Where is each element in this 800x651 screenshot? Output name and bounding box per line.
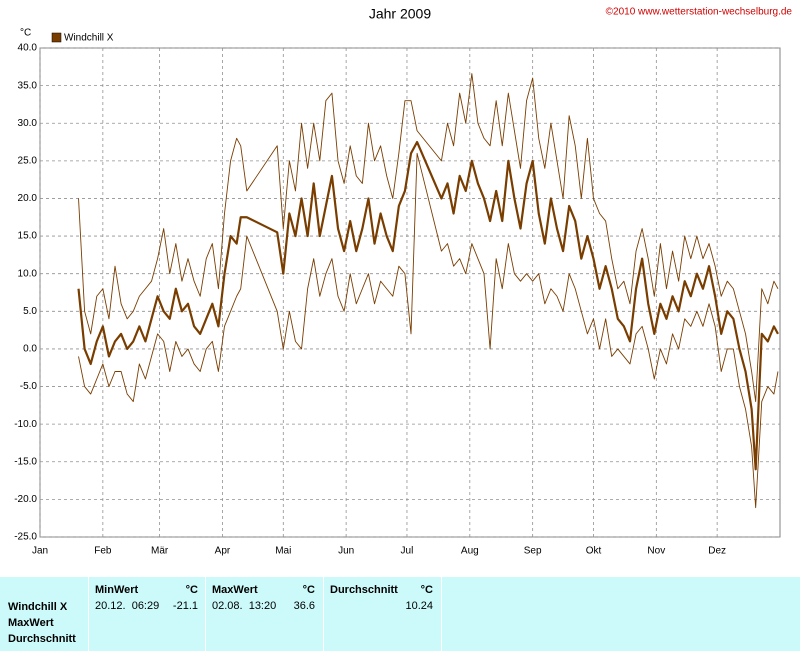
row-label: MaxWert [8, 617, 54, 629]
stat-date: 20.12. 06:29 [95, 600, 160, 612]
stat-unit: °C [420, 584, 433, 596]
y-tick-label: 15.0 [18, 231, 38, 242]
y-tick-label: 20.0 [18, 193, 38, 204]
stat-value: 10.24 [405, 600, 433, 612]
x-tick-label: Dez [708, 546, 726, 557]
y-tick-label: 30.0 [18, 118, 38, 129]
y-tick-label: -25.0 [14, 532, 37, 543]
x-tick-label: Feb [94, 546, 112, 557]
y-tick-label: 5.0 [23, 306, 37, 317]
plot-area [39, 47, 781, 538]
y-tick-label: 10.0 [18, 268, 38, 279]
x-tick-label: Sep [524, 546, 542, 557]
y-unit: °C [20, 28, 31, 39]
x-tick-label: Jul [401, 546, 414, 557]
x-tick-label: Okt [586, 546, 602, 557]
chart: Jahr 2009 ©2010 www.wetterstation-wechse… [14, 6, 793, 557]
row-label: Durchschnitt [8, 633, 76, 645]
x-tick-label: Aug [461, 546, 479, 557]
stat-header: Durchschnitt [330, 584, 398, 596]
stat-value: -21.1 [172, 600, 198, 612]
stats-panel: Windchill X MaxWert Durchschnitt MinWert… [0, 577, 800, 651]
copyright: ©2010 www.wetterstation-wechselburg.de [606, 7, 793, 18]
series-line [78, 73, 779, 403]
series-line [77, 140, 779, 471]
x-tick-label: Jun [338, 546, 354, 557]
series-line [78, 152, 779, 509]
x-tick-label: Apr [215, 546, 231, 557]
stat-header: MinWert [95, 584, 139, 596]
y-tick-label: 35.0 [18, 80, 38, 91]
y-tick-label: 40.0 [18, 43, 38, 54]
stat-unit: °C [302, 584, 315, 596]
y-tick-label: -10.0 [14, 419, 37, 430]
stat-unit: °C [185, 584, 198, 596]
legend-label: Windchill X [64, 33, 114, 44]
stat-col: MaxWert °C 02.08. 13:20 36.6 [205, 577, 323, 651]
x-tick-label: Nov [647, 546, 665, 557]
y-tick-label: 25.0 [18, 155, 38, 166]
stat-header: MaxWert [212, 584, 258, 596]
chart-title: Jahr 2009 [369, 6, 431, 22]
y-tick-label: -20.0 [14, 494, 37, 505]
stat-col: MinWert °C 20.12. 06:29 -21.1 [88, 577, 206, 651]
y-tick-label: -15.0 [14, 456, 37, 467]
stat-date: 02.08. 13:20 [212, 600, 277, 612]
x-tick-label: Jan [32, 546, 48, 557]
x-tick-label: Mai [275, 546, 291, 557]
y-tick-label: -5.0 [20, 381, 38, 392]
row-label: Windchill X [8, 601, 68, 613]
y-tick-label: 0.0 [23, 344, 37, 355]
x-tick-label: Mär [151, 546, 169, 557]
stat-col: Durchschnitt °C 10.24 [323, 577, 442, 651]
stat-value: 36.6 [293, 600, 315, 612]
legend-swatch [51, 32, 62, 43]
